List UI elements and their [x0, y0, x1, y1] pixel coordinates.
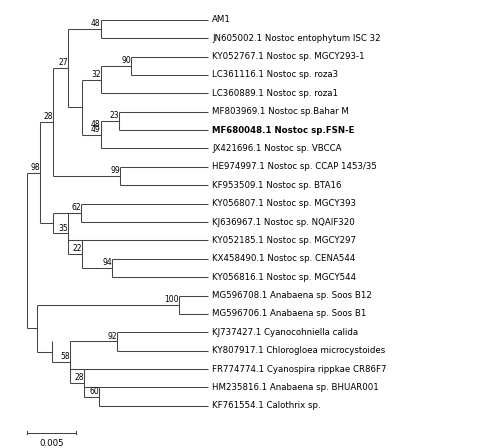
Text: JX421696.1 Nostoc sp. VBCCA: JX421696.1 Nostoc sp. VBCCA — [212, 144, 342, 153]
Text: 58: 58 — [60, 352, 70, 361]
Text: HM235816.1 Anabaena sp. BHUAR001: HM235816.1 Anabaena sp. BHUAR001 — [212, 383, 379, 392]
Text: KJ737427.1 Cyanocohniella calida: KJ737427.1 Cyanocohniella calida — [212, 328, 358, 337]
Text: 49: 49 — [91, 125, 101, 134]
Text: 94: 94 — [102, 258, 112, 267]
Text: MF803969.1 Nostoc sp.Bahar M: MF803969.1 Nostoc sp.Bahar M — [212, 107, 349, 116]
Text: 90: 90 — [122, 56, 132, 65]
Text: KF761554.1 Calothrix sp.: KF761554.1 Calothrix sp. — [212, 401, 321, 410]
Text: 35: 35 — [58, 224, 68, 233]
Text: 100: 100 — [164, 295, 179, 304]
Text: KX458490.1 Nostoc sp. CENA544: KX458490.1 Nostoc sp. CENA544 — [212, 254, 356, 263]
Text: 48: 48 — [91, 120, 101, 129]
Text: 60: 60 — [90, 387, 99, 396]
Text: KY807917.1 Chlorogloea microcystoides: KY807917.1 Chlorogloea microcystoides — [212, 346, 386, 355]
Text: MF680048.1 Nostoc sp.FSN-E: MF680048.1 Nostoc sp.FSN-E — [212, 125, 354, 134]
Text: 22: 22 — [73, 244, 83, 253]
Text: LC360889.1 Nostoc sp. roza1: LC360889.1 Nostoc sp. roza1 — [212, 89, 338, 98]
Text: 48: 48 — [91, 19, 101, 28]
Text: 27: 27 — [58, 58, 68, 67]
Text: LC361116.1 Nostoc sp. roza3: LC361116.1 Nostoc sp. roza3 — [212, 70, 338, 79]
Text: MG596708.1 Anabaena sp. Soos B12: MG596708.1 Anabaena sp. Soos B12 — [212, 291, 372, 300]
Text: 98: 98 — [30, 163, 40, 172]
Text: KJ636967.1 Nostoc sp. NQAIF320: KJ636967.1 Nostoc sp. NQAIF320 — [212, 218, 355, 227]
Text: AM1: AM1 — [212, 15, 231, 24]
Text: KY056807.1 Nostoc sp. MGCY393: KY056807.1 Nostoc sp. MGCY393 — [212, 199, 356, 208]
Text: 32: 32 — [91, 70, 101, 79]
Text: JN605002.1 Nostoc entophytum ISC 32: JN605002.1 Nostoc entophytum ISC 32 — [212, 34, 381, 43]
Text: KY052767.1 Nostoc sp. MGCY293-1: KY052767.1 Nostoc sp. MGCY293-1 — [212, 52, 365, 61]
Text: 23: 23 — [109, 111, 118, 120]
Text: KF953509.1 Nostoc sp. BTA16: KF953509.1 Nostoc sp. BTA16 — [212, 181, 342, 190]
Text: 28: 28 — [44, 112, 53, 121]
Text: 28: 28 — [75, 373, 85, 382]
Text: KY056816.1 Nostoc sp. MGCY544: KY056816.1 Nostoc sp. MGCY544 — [212, 273, 356, 282]
Text: 62: 62 — [72, 203, 81, 212]
Text: MG596706.1 Anabaena sp. Soos B1: MG596706.1 Anabaena sp. Soos B1 — [212, 310, 366, 319]
Text: HE974997.1 Nostoc sp. CCAP 1453/35: HE974997.1 Nostoc sp. CCAP 1453/35 — [212, 162, 377, 172]
Text: 99: 99 — [110, 166, 120, 175]
Text: KY052185.1 Nostoc sp. MGCY297: KY052185.1 Nostoc sp. MGCY297 — [212, 236, 356, 245]
Text: 0.005: 0.005 — [39, 439, 64, 448]
Text: 92: 92 — [107, 332, 117, 340]
Text: FR774774.1 Cyanospira rippkae CR86F7: FR774774.1 Cyanospira rippkae CR86F7 — [212, 365, 387, 374]
